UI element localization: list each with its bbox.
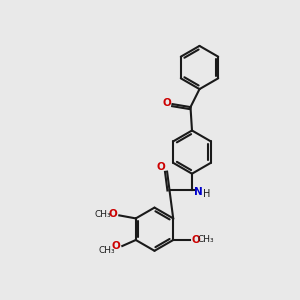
Text: O: O [157, 162, 166, 172]
Text: CH₃: CH₃ [94, 210, 111, 219]
Text: O: O [111, 241, 120, 251]
Text: N: N [194, 187, 203, 197]
Text: O: O [192, 235, 201, 245]
Text: CH₃: CH₃ [198, 236, 214, 244]
Text: O: O [163, 98, 172, 109]
Text: H: H [203, 189, 211, 199]
Text: O: O [108, 209, 117, 219]
Text: CH₃: CH₃ [99, 246, 116, 255]
